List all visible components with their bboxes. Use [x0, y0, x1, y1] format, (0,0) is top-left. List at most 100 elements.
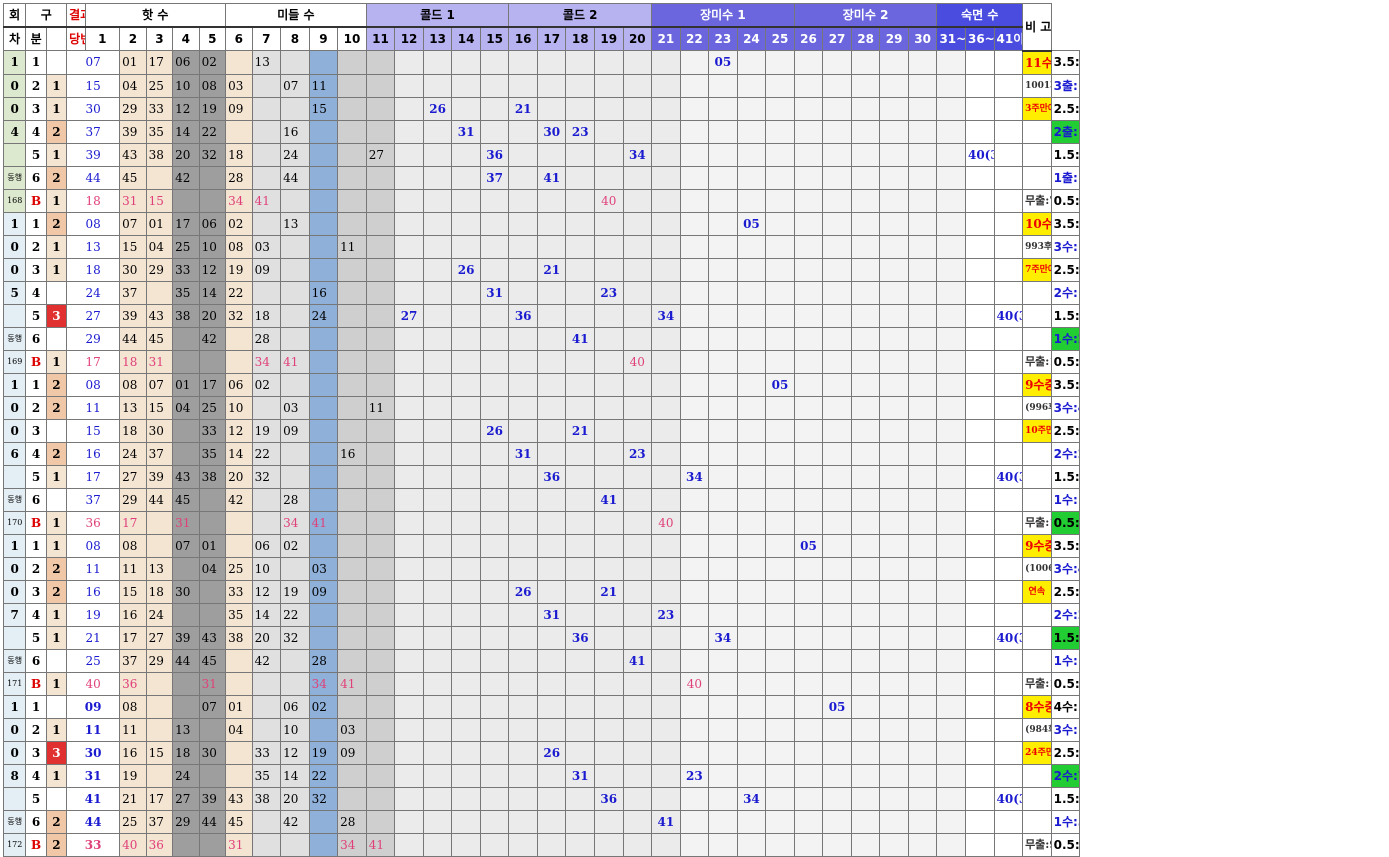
- number-cell: [879, 119, 909, 144]
- number-cell: 45: [119, 165, 147, 190]
- remark-cell: 1수:16: [1050, 648, 1081, 673]
- number-cell: [679, 579, 710, 604]
- number-cell: 32: [251, 464, 282, 489]
- number-cell: [993, 280, 1024, 305]
- number-cell: [565, 602, 595, 627]
- row-number: B: [25, 349, 47, 374]
- number-cell: [565, 648, 595, 673]
- number-cell: [708, 740, 738, 765]
- number-cell: 18: [119, 349, 147, 374]
- circle-digit: 0: [2, 717, 27, 742]
- kind-cell: 2: [45, 119, 68, 144]
- number-cell: [765, 303, 795, 328]
- number-cell: [679, 234, 710, 259]
- number-cell: [793, 50, 824, 75]
- number-cell: [736, 50, 767, 75]
- number-cell: [651, 556, 681, 581]
- column-header: 23: [708, 26, 738, 51]
- number-cell: [993, 372, 1024, 397]
- number-cell: 39: [119, 303, 147, 328]
- number-cell: 20: [198, 303, 227, 328]
- number-cell: [708, 349, 738, 374]
- number-cell: [765, 487, 795, 512]
- column-header: 26: [793, 26, 824, 51]
- number-cell: [679, 441, 710, 466]
- number-cell: [594, 671, 624, 696]
- number-cell: [708, 418, 738, 443]
- number-cell: 9수중: [1022, 372, 1052, 397]
- circle-digit: 1: [2, 50, 27, 75]
- number-cell: [337, 579, 367, 604]
- circle-digit: 172: [2, 832, 27, 857]
- remark-cell: 3수:4: [1050, 556, 1081, 581]
- number-cell: [308, 487, 339, 512]
- number-cell: [736, 303, 767, 328]
- number-cell: 07: [172, 533, 200, 558]
- number-cell: [365, 73, 396, 98]
- number-cell: [793, 349, 824, 374]
- number-cell: [936, 395, 966, 420]
- number-cell: [308, 395, 339, 420]
- kind-cell: 2: [45, 211, 68, 236]
- kind-cell: 1: [45, 533, 68, 558]
- number-cell: [422, 510, 453, 535]
- kind-cell: 1: [45, 96, 68, 121]
- number-cell: [365, 625, 396, 650]
- remark-cell: 2수:21: [1050, 441, 1081, 466]
- number-cell: [793, 326, 824, 351]
- number-cell: [964, 694, 995, 719]
- number-cell: [679, 625, 710, 650]
- row-number: 5: [25, 625, 47, 650]
- number-cell: [793, 763, 824, 788]
- number-cell: [879, 234, 909, 259]
- number-cell: [651, 372, 681, 397]
- number-cell: [708, 142, 738, 167]
- number-cell: [225, 349, 253, 374]
- number-cell: 7주만에: [1022, 257, 1052, 282]
- number-cell: [422, 234, 453, 259]
- number-cell: 1001회이어: [1022, 73, 1052, 98]
- number-cell: [508, 533, 538, 558]
- circle-digit: 171: [2, 671, 27, 696]
- number-cell: 10수중: [1022, 211, 1052, 236]
- number-cell: [422, 763, 453, 788]
- number-cell: 35: [198, 441, 227, 466]
- kind-cell: 1: [45, 257, 68, 282]
- number-cell: [508, 372, 538, 397]
- header-cell: 비 고: [1022, 3, 1052, 52]
- number-cell: 34: [308, 671, 339, 696]
- number-cell: 31: [145, 349, 174, 374]
- circle-digit: [2, 464, 27, 489]
- number-cell: 14: [280, 763, 310, 788]
- number-cell: [422, 395, 453, 420]
- number-cell: [651, 717, 681, 742]
- number-cell: [822, 280, 852, 305]
- number-cell: [508, 464, 538, 489]
- kind-cell: [45, 418, 68, 443]
- number-cell: [879, 694, 909, 719]
- number-cell: [964, 188, 995, 213]
- number-cell: [394, 50, 424, 75]
- number-cell: [145, 763, 174, 788]
- number-cell: [993, 165, 1024, 190]
- number-cell: [679, 303, 710, 328]
- number-cell: [422, 625, 453, 650]
- column-header: 12: [394, 26, 424, 51]
- number-cell: [451, 579, 481, 604]
- number-cell: [422, 280, 453, 305]
- number-cell: [936, 717, 966, 742]
- number-cell: 40: [594, 188, 624, 213]
- number-cell: [508, 326, 538, 351]
- number-cell: 18: [119, 418, 147, 443]
- number-cell: [565, 579, 595, 604]
- result-number: 19: [66, 602, 121, 627]
- number-cell: [594, 96, 624, 121]
- number-cell: [765, 464, 795, 489]
- number-cell: 22: [308, 763, 339, 788]
- number-cell: [365, 96, 396, 121]
- row-number: 6: [25, 648, 47, 673]
- number-cell: [280, 303, 310, 328]
- number-cell: [1022, 487, 1052, 512]
- circle-digit: [2, 786, 27, 811]
- number-cell: 40: [119, 832, 147, 857]
